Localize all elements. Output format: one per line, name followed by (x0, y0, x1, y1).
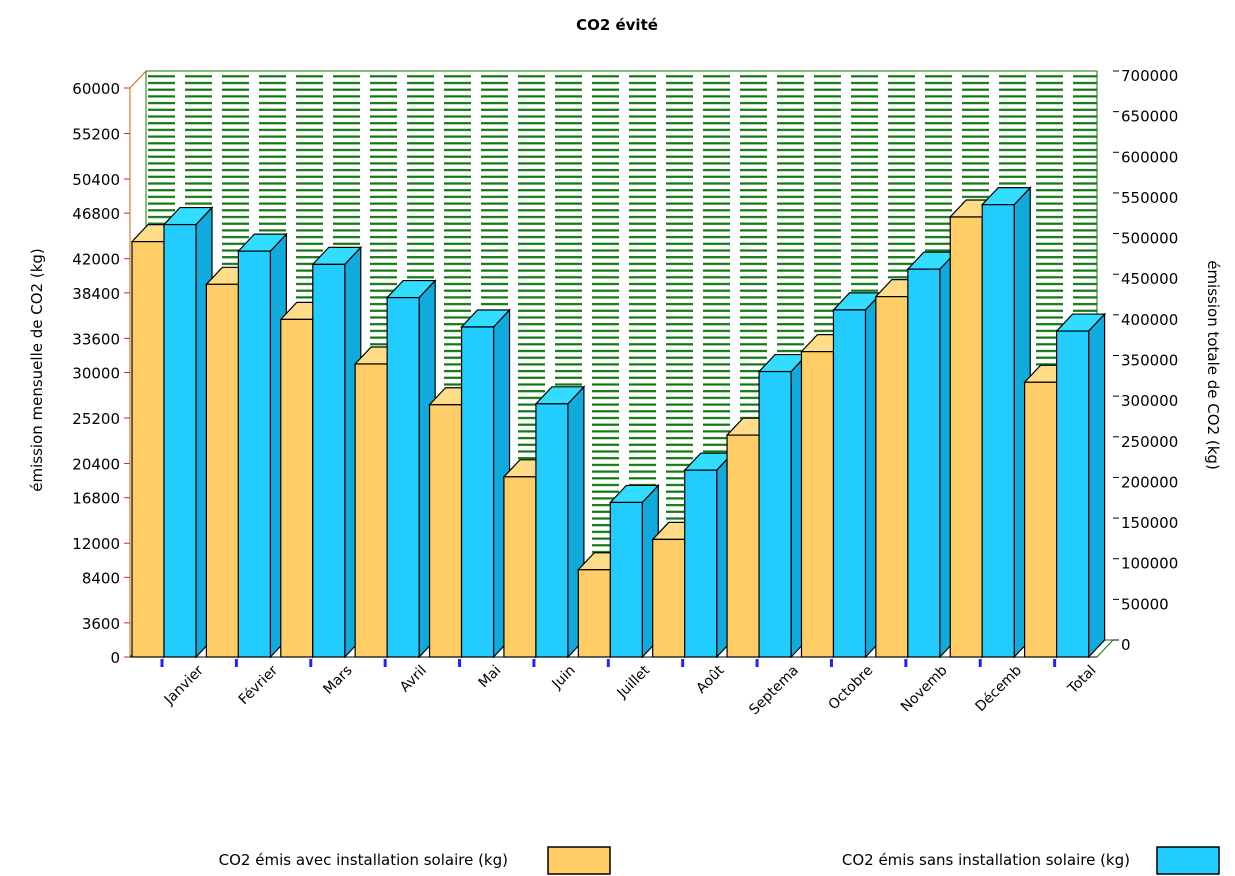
bar-Septembre-sans (757, 353, 809, 659)
y-axis-left-label: émission mensuelle de CO2 (kg) (28, 248, 46, 492)
x-tick-label: Février (236, 662, 282, 708)
y-right-tick-label: 450000 (1121, 270, 1178, 288)
y-right-tick-label: 100000 (1121, 555, 1178, 573)
bar-front-face (684, 469, 718, 658)
y-left-tick-label: 20400 (72, 456, 120, 474)
bar-front-face (609, 501, 643, 658)
bar-front-face (875, 296, 909, 658)
y-left-tick-label: 12000 (72, 535, 120, 553)
y-axis-right-label: émission totale de CO2 (kg) (1204, 260, 1222, 470)
bar-Janvier-sans (162, 206, 214, 659)
y-left-tick-label: 50400 (72, 171, 120, 189)
y-right-tick-label: 400000 (1121, 311, 1178, 329)
x-tick-label: Mars (320, 663, 355, 698)
x-tick-label: Mai (476, 663, 505, 692)
bar-Total-sans (1055, 312, 1107, 659)
bar-front-face (237, 250, 271, 658)
y-left-tick-label: 33600 (72, 330, 120, 348)
bar-front-face (163, 223, 197, 658)
bar-series (130, 186, 1107, 659)
bar-Juillet-sans (608, 483, 660, 659)
x-tick-label: Novemb (898, 662, 951, 715)
legend-label-avec: CO2 émis avec installation solaire (kg) (219, 851, 508, 869)
y-left-tick-label: 25200 (72, 410, 120, 428)
bar-side-face (1088, 312, 1106, 659)
y-left-tick-label: 30000 (72, 365, 120, 383)
bar-front-face (205, 283, 239, 658)
legend-label-sans: CO2 émis sans installation solaire (kg) (842, 851, 1130, 869)
y-left-tick-label: 60000 (72, 80, 120, 98)
x-tick-label: Total (1064, 663, 1099, 698)
bar-front-face (312, 263, 346, 658)
bar-front-face (386, 296, 420, 658)
bar-front-face (428, 404, 463, 658)
bar-front-face (131, 241, 165, 658)
y-right-tick-label: 0 (1121, 636, 1131, 654)
bar-front-face (726, 434, 760, 658)
bar-front-face (949, 216, 983, 658)
bar-Juin-sans (534, 385, 586, 659)
x-tick-label: Avril (397, 663, 430, 696)
x-tick-label: Octobre (826, 663, 877, 714)
bar-front-face (981, 204, 1015, 658)
bar-front-face (460, 326, 495, 658)
y-right-tick-label: 300000 (1121, 392, 1178, 410)
legend: CO2 émis avec installation solaire (kg) C… (219, 846, 1220, 875)
y-right-tick-label: 500000 (1121, 230, 1178, 248)
bar-front-face (354, 363, 388, 658)
y-right-tick-label: 650000 (1121, 108, 1178, 126)
bar-front-face (1056, 330, 1090, 658)
x-tick-label: Juillet (614, 662, 654, 702)
x-tick-label: Août (693, 662, 727, 696)
x-tick-label: Septema (746, 663, 802, 719)
x-tick-label: Décemb (973, 662, 1026, 715)
bar-Décembre-sans (980, 186, 1032, 659)
bar-front-face (758, 370, 792, 658)
y-left-tick-label: 46800 (72, 205, 120, 223)
x-tick-label: Janvier (161, 662, 207, 708)
bar-front-face (652, 538, 686, 658)
y-right-tick-label: 550000 (1121, 189, 1178, 207)
bar-Août-sans (683, 451, 735, 659)
bar-front-face (503, 476, 537, 658)
bar-Mai-sans (460, 308, 511, 659)
bar-Octobre-sans (832, 291, 883, 659)
y-left-tick-label: 3600 (82, 615, 120, 633)
bar-front-face (800, 351, 835, 658)
x-tick-label: Juin (549, 663, 579, 693)
bar-Mars-sans (311, 245, 363, 659)
y-left-tick-label: 0 (110, 649, 120, 667)
bar-front-face (832, 309, 867, 658)
y-right-tick-label: 700000 (1121, 67, 1178, 85)
bar-front-face (907, 268, 941, 658)
y-right-tick-label: 600000 (1121, 148, 1178, 166)
wall-corner-edge (129, 70, 147, 89)
y-right-tick-label: 250000 (1121, 433, 1178, 451)
left-axis: 60000 55200 50400 46800 42000 38400 33600 30000… (72, 80, 130, 667)
y-left-tick-label: 16800 (72, 490, 120, 508)
bar-front-face (535, 403, 569, 658)
y-right-tick-label: 200000 (1121, 473, 1178, 491)
y-left-tick-label: 42000 (72, 251, 120, 269)
bar-front-face (1024, 381, 1058, 658)
y-left-tick-label: 38400 (72, 285, 120, 303)
x-axis-labels: Janvier Février Mars Avril Mai Juin Juillet Aoû… (160, 659, 1099, 719)
y-right-tick-label: 50000 (1121, 595, 1169, 613)
y-left-tick-label: 55200 (72, 126, 120, 144)
y-right-tick-label: 350000 (1121, 352, 1178, 370)
y-right-tick-label: 150000 (1121, 514, 1178, 532)
bar-Février-sans (236, 232, 288, 659)
chart-title: CO2 évité (576, 16, 658, 34)
legend-swatch-sans (1156, 846, 1220, 875)
bar-front-face (577, 569, 611, 658)
bar-Avril-sans (385, 279, 437, 659)
bar-front-face (280, 318, 314, 658)
y-left-tick-label: 8400 (82, 569, 120, 587)
bar-Novembre-sans (906, 250, 958, 659)
legend-swatch-avec (547, 846, 611, 875)
right-axis: 7000006500006000005500005000004500004000… (1113, 67, 1178, 654)
